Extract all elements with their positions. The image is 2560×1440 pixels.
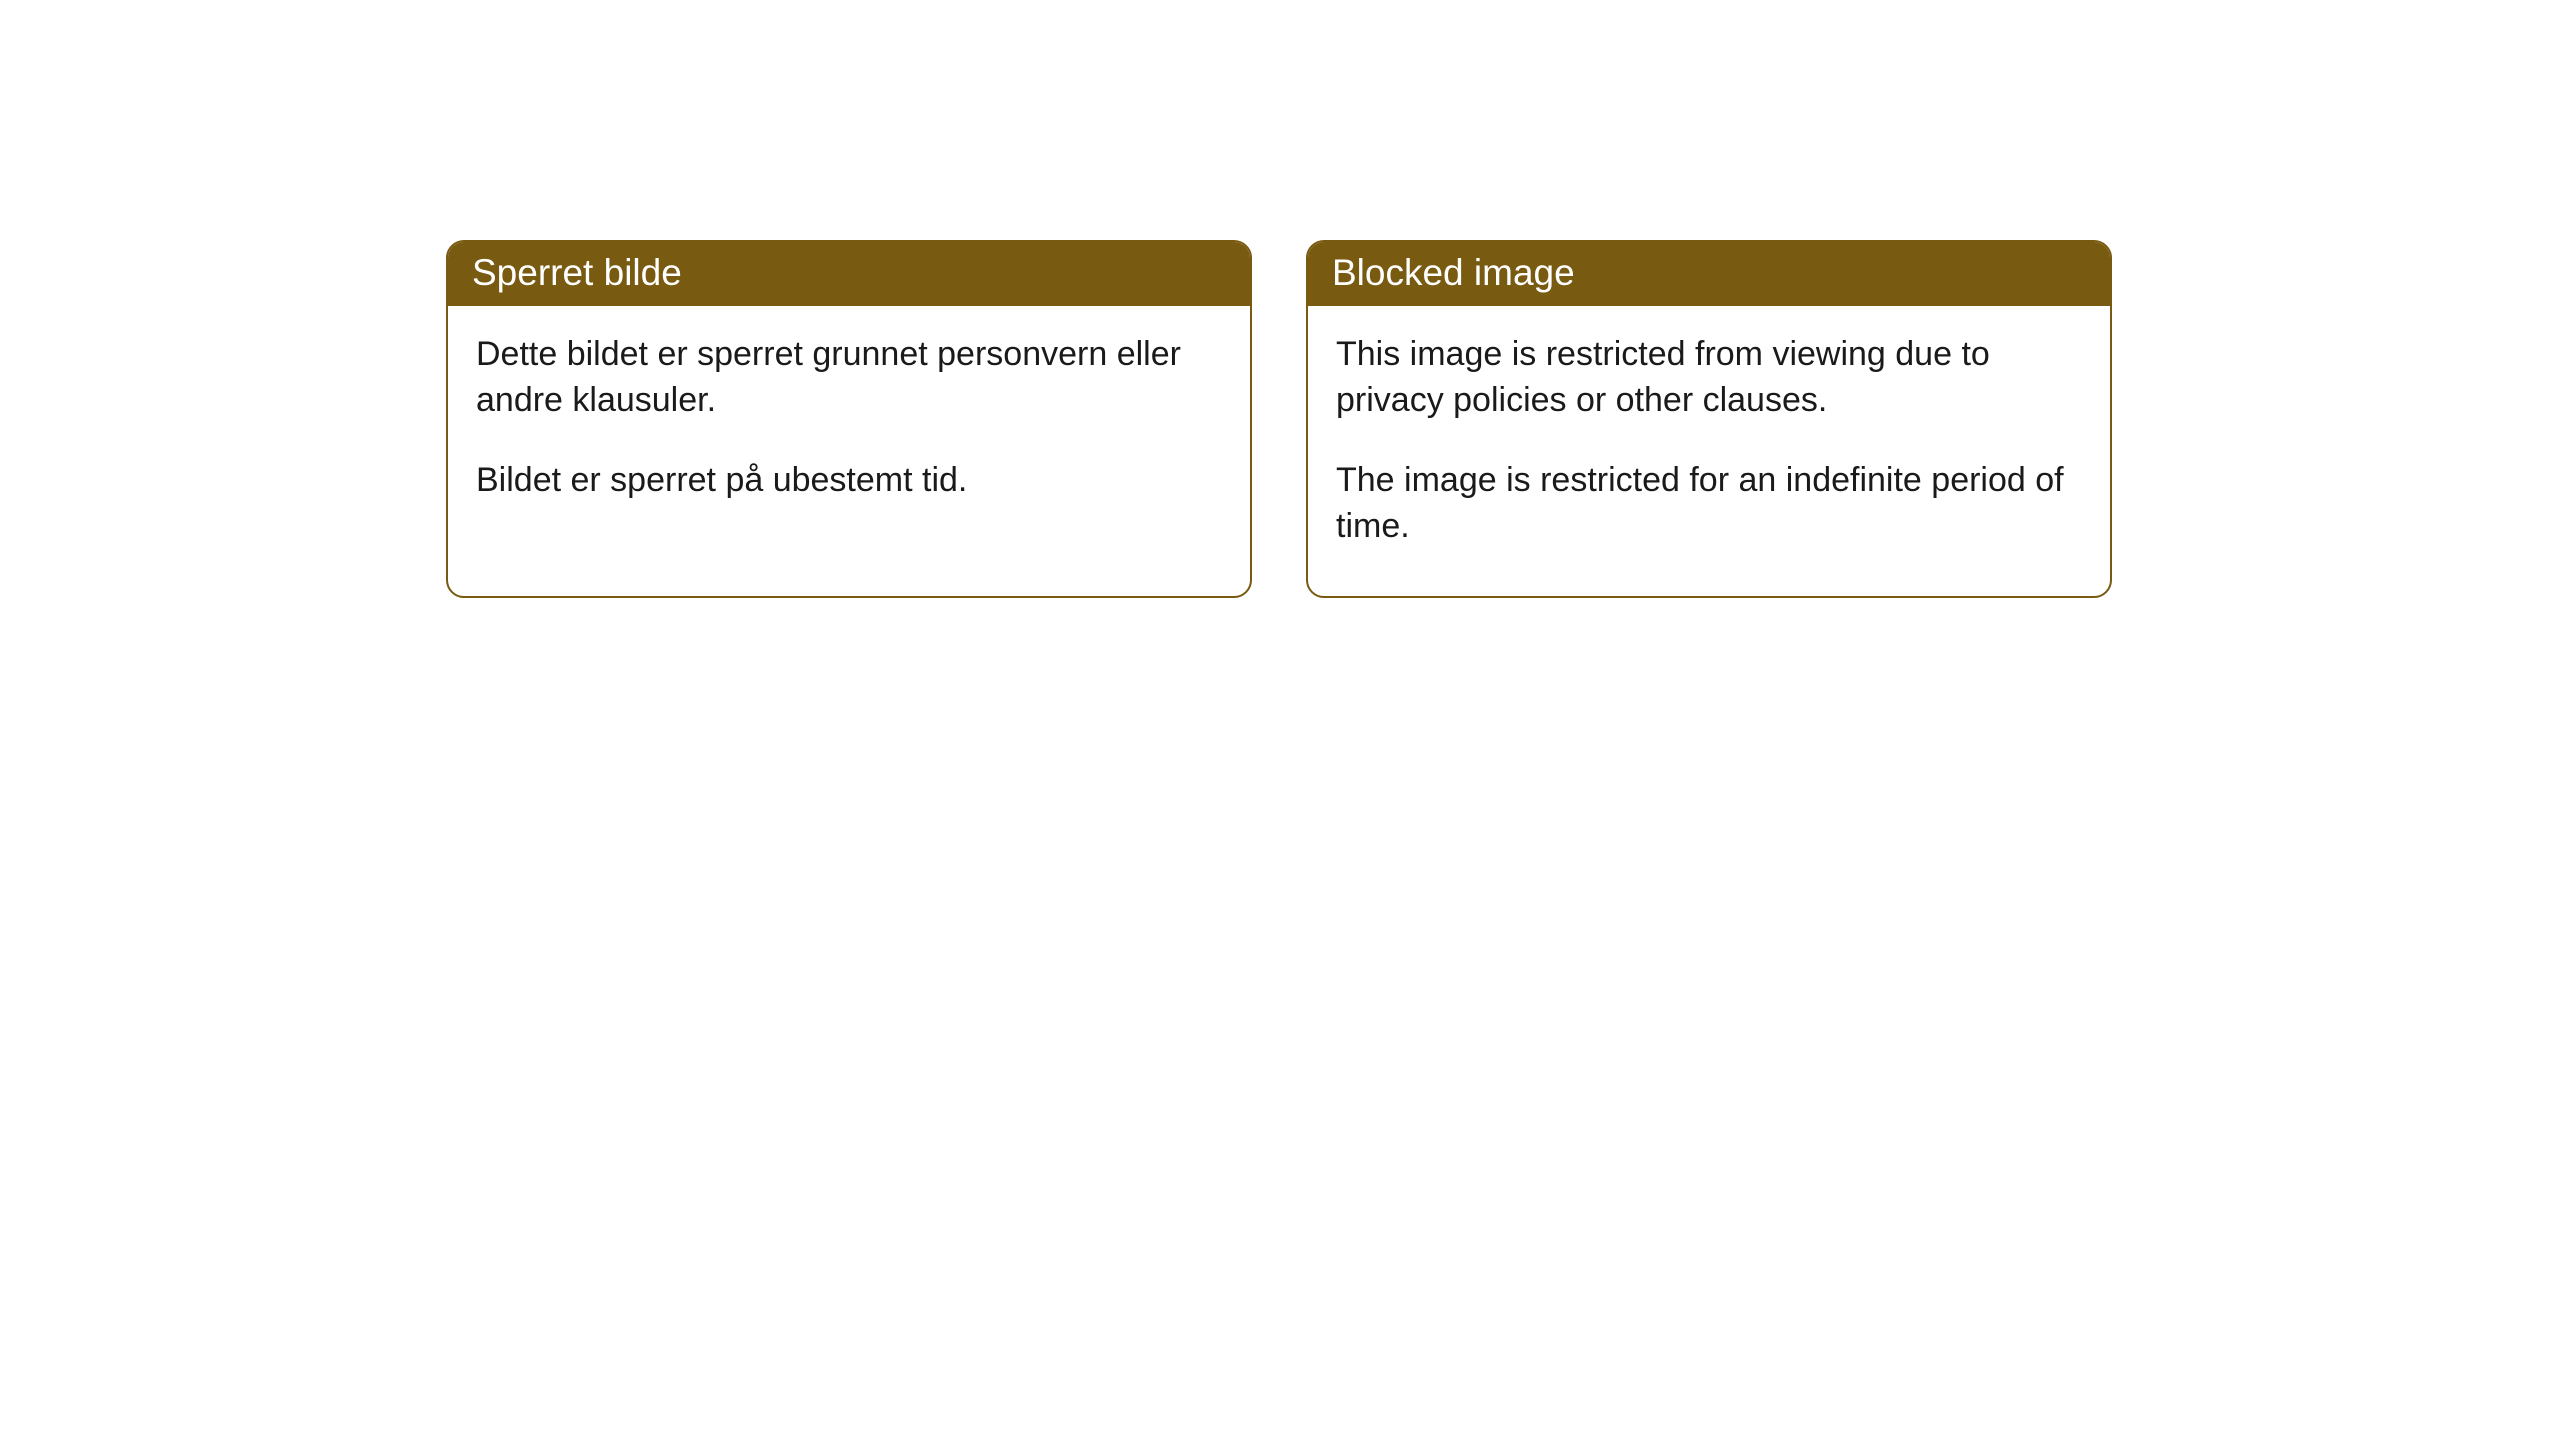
card-header: Sperret bilde	[448, 242, 1250, 306]
notice-paragraph-2: Bildet er sperret på ubestemt tid.	[476, 458, 1222, 504]
card-body: This image is restricted from viewing du…	[1308, 306, 2110, 596]
notice-paragraph-1: This image is restricted from viewing du…	[1336, 332, 2082, 424]
card-body: Dette bildet er sperret grunnet personve…	[448, 306, 1250, 550]
card-header: Blocked image	[1308, 242, 2110, 306]
notice-card-norwegian: Sperret bilde Dette bildet er sperret gr…	[446, 240, 1252, 598]
notice-card-english: Blocked image This image is restricted f…	[1306, 240, 2112, 598]
notice-paragraph-1: Dette bildet er sperret grunnet personve…	[476, 332, 1222, 424]
notice-container: Sperret bilde Dette bildet er sperret gr…	[0, 0, 2560, 598]
notice-paragraph-2: The image is restricted for an indefinit…	[1336, 458, 2082, 550]
